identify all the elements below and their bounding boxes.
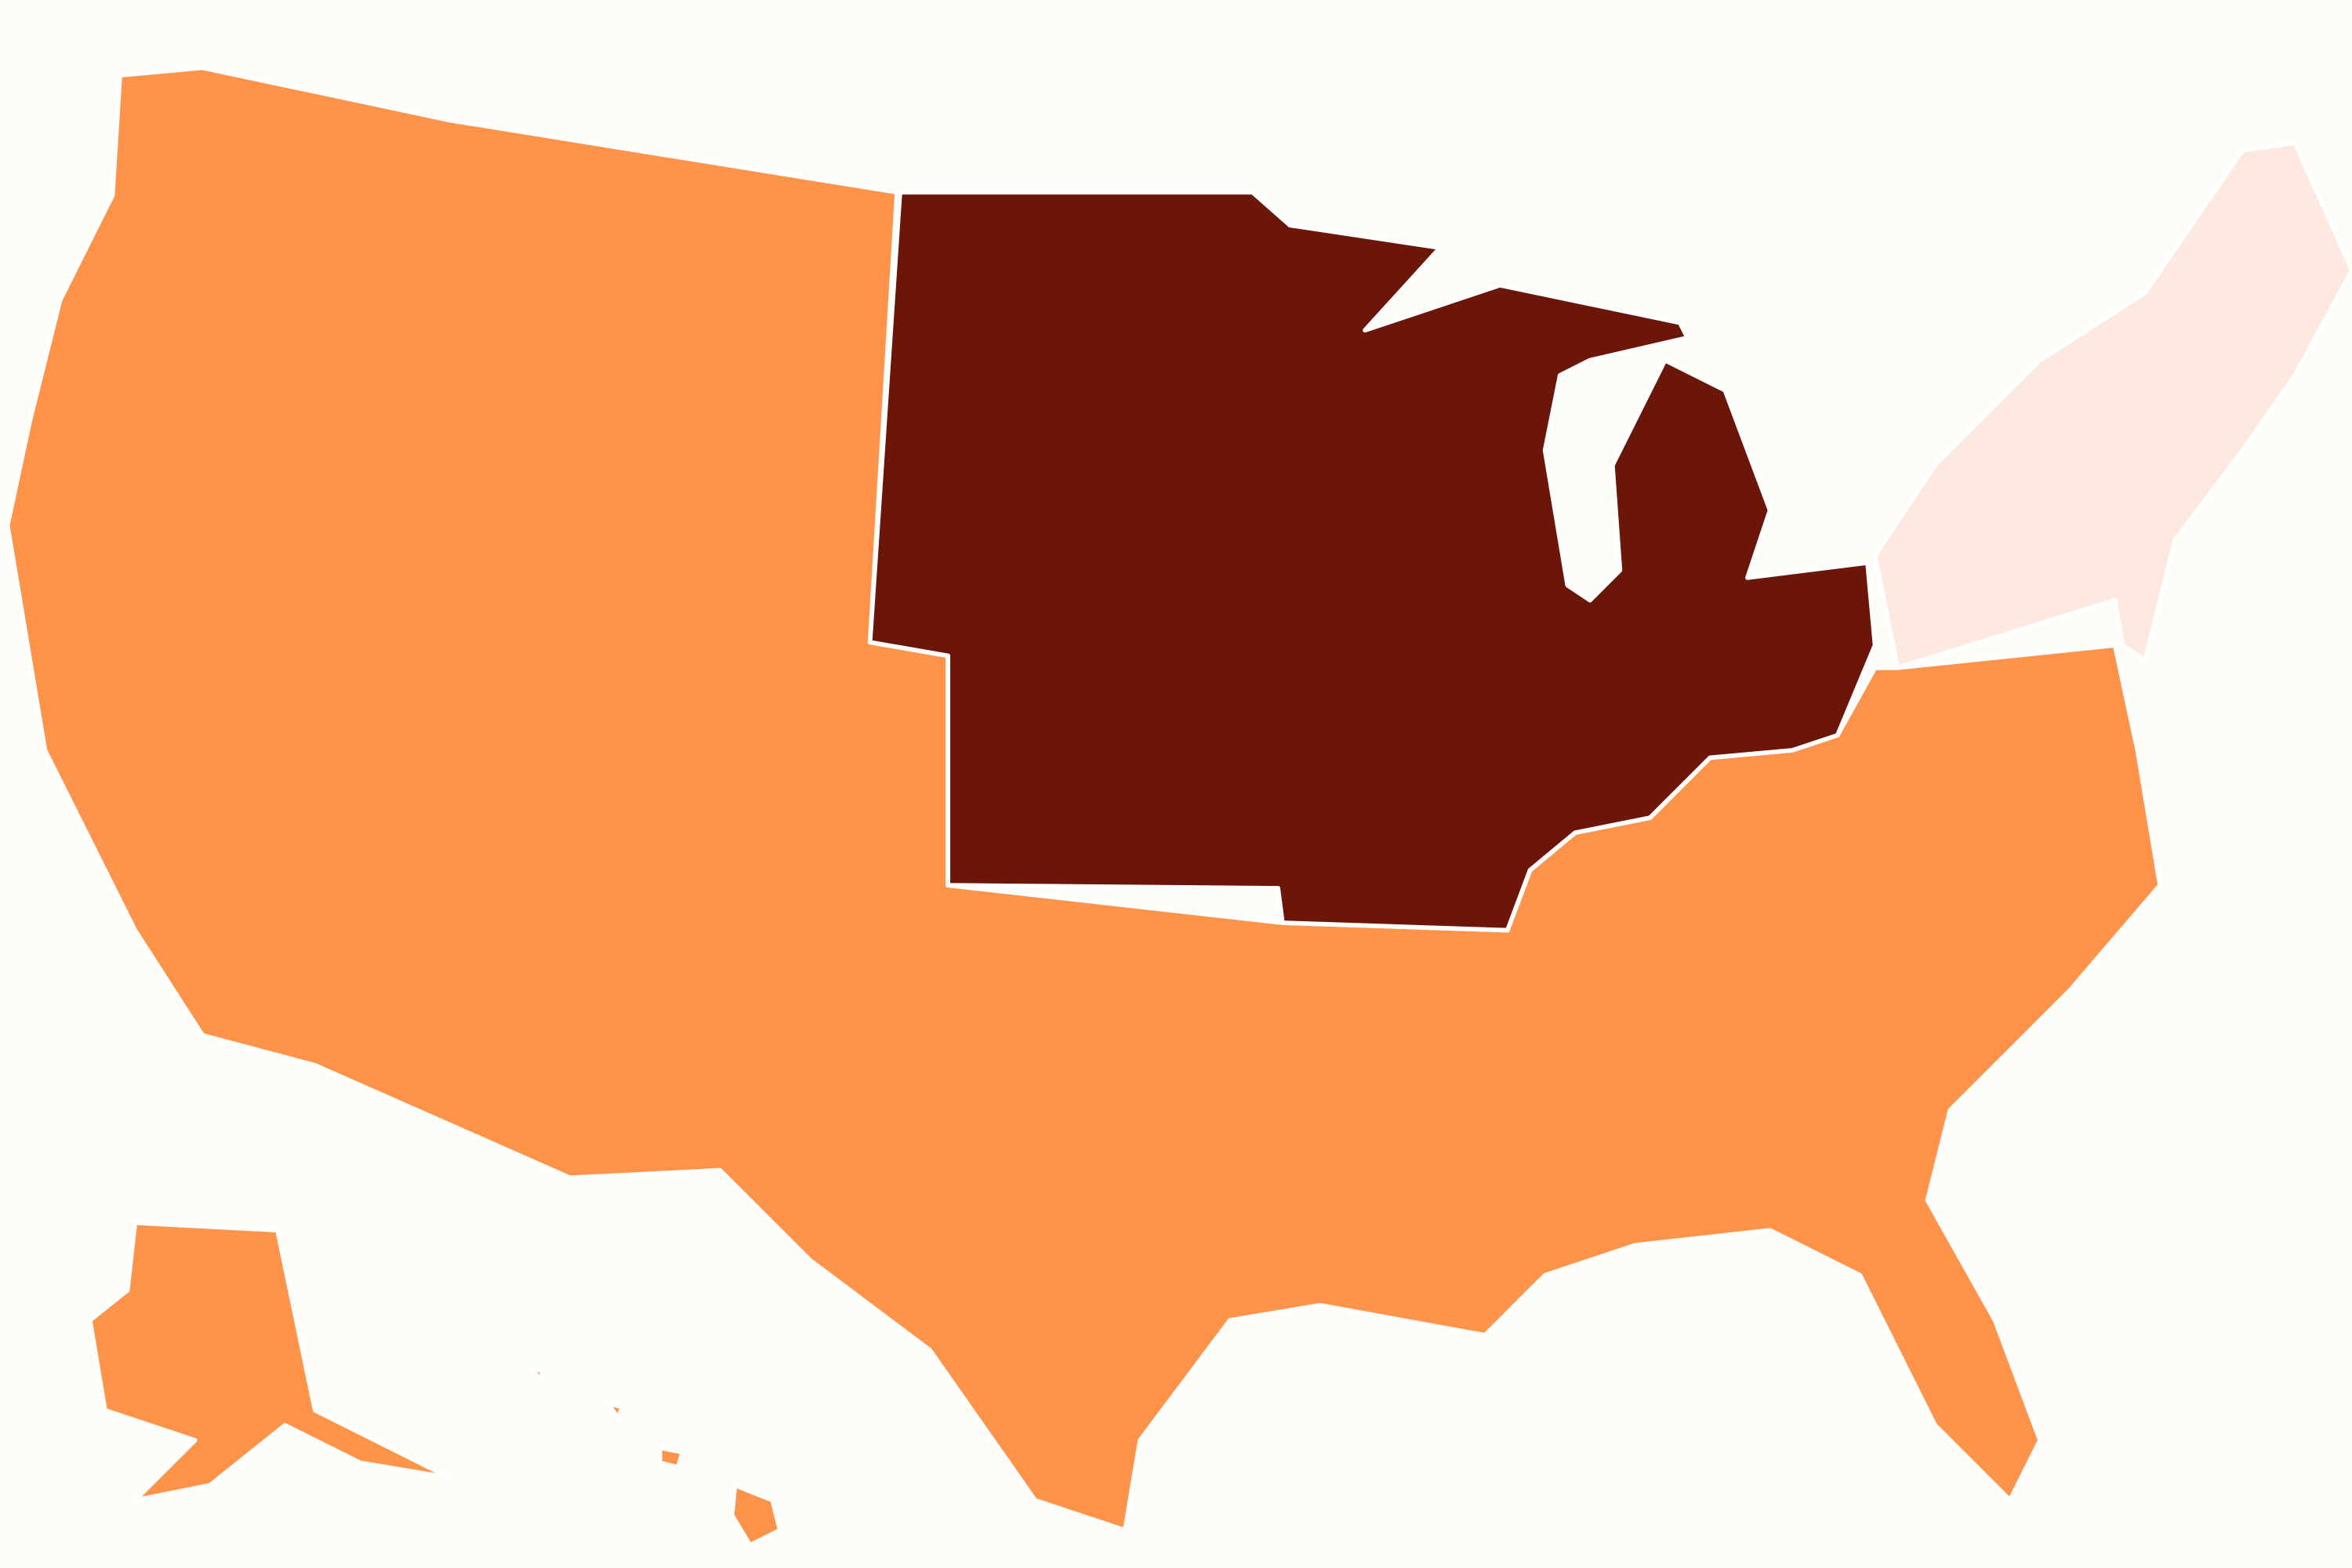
region-midwest — [867, 190, 1878, 933]
hawaii — [530, 1366, 782, 1548]
alaska — [87, 1220, 452, 1503]
midwest-area — [867, 190, 1878, 933]
region-northeast — [1872, 140, 2352, 670]
northeast-area — [1872, 140, 2352, 670]
